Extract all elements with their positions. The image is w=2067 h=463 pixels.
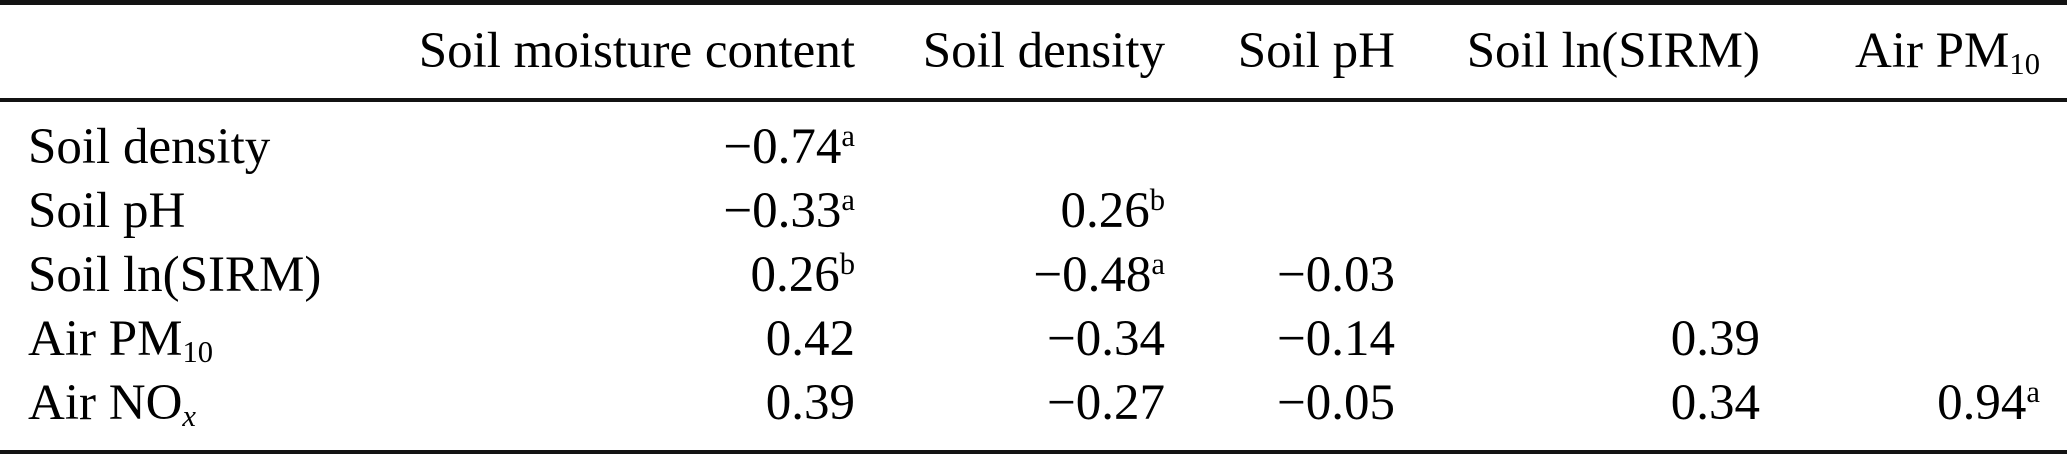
cell-value: 0.26 [1060, 182, 1150, 239]
table-cell: 0.39 [1395, 310, 1760, 367]
column-header-air-pm10: Air PM10 [1760, 23, 2040, 80]
cell-value: −0.48 [1033, 246, 1152, 303]
row-label-air-pm10: Air PM10 [0, 310, 375, 367]
column-header-soil-ln-sirm: Soil ln(SIRM) [1395, 26, 1760, 77]
significance-superscript: b [1149, 182, 1165, 217]
table-row-soil-ln-sirm: Soil ln(SIRM) 0.26b −0.48a −0.03 [0, 243, 2067, 307]
column-header-soil-moisture-content: Soil moisture content [375, 26, 855, 77]
cell-value: −0.14 [1276, 310, 1395, 367]
table-row-soil-ph: Soil pH −0.33a 0.26b [0, 179, 2067, 243]
column-header-soil-density: Soil density [855, 26, 1165, 77]
cell-value: 0.39 [1670, 310, 1760, 367]
cell-value: −0.74 [723, 118, 842, 175]
cell-value: 0.26 [750, 246, 840, 303]
significance-superscript: a [2026, 374, 2040, 409]
table-header-row: Soil moisture content Soil density Soil … [0, 5, 2067, 98]
column-header-label: Soil pH [1237, 23, 1395, 79]
cell-value: −0.03 [1276, 246, 1395, 303]
row-label-subscript: x [182, 398, 196, 433]
row-label-text: Soil pH [28, 182, 186, 239]
significance-superscript: b [839, 246, 855, 281]
row-label-subscript: 10 [182, 334, 214, 369]
table-row-air-nox: Air NOx 0.39 −0.27 −0.05 0.34 0.94a [0, 371, 2067, 435]
cell-value: 0.39 [765, 374, 855, 431]
column-header-label: Air PM [1854, 23, 2010, 79]
cell-value: 0.34 [1670, 374, 1760, 431]
table-row-air-pm10: Air PM10 0.42 −0.34 −0.14 0.39 [0, 307, 2067, 371]
table-cell: 0.34 [1395, 374, 1760, 431]
cell-value: −0.33 [723, 182, 842, 239]
table-cell: −0.34 [855, 310, 1165, 367]
table-cell: −0.05 [1165, 374, 1395, 431]
table-cell: −0.14 [1165, 310, 1395, 367]
table-cell: −0.33a [375, 182, 855, 239]
table-cell: 0.26b [375, 246, 855, 303]
row-label-air-nox: Air NOx [0, 374, 375, 431]
column-header-subscript: 10 [2009, 47, 2040, 82]
significance-superscript: a [1151, 246, 1165, 281]
table-bottom-rule [0, 450, 2067, 454]
column-header-label: Soil moisture content [418, 23, 855, 79]
cell-value: 0.94 [1937, 374, 2027, 431]
table-cell: 0.94a [1760, 374, 2040, 431]
row-label-soil-density: Soil density [0, 118, 375, 175]
table-cell: 0.26b [855, 182, 1165, 239]
cell-value: 0.42 [765, 310, 855, 367]
cell-value: −0.34 [1046, 310, 1165, 367]
table-header-rule [0, 98, 2067, 102]
row-label-soil-ln-sirm: Soil ln(SIRM) [0, 246, 375, 303]
table-cell: 0.42 [375, 310, 855, 367]
table-cell: −0.74a [375, 118, 855, 175]
row-label-text: Soil density [28, 118, 271, 175]
row-label-soil-ph: Soil pH [0, 182, 375, 239]
table-cell: 0.39 [375, 374, 855, 431]
table-cell: −0.48a [855, 246, 1165, 303]
table-body: Soil density −0.74a Soil pH −0.33a 0.26b… [0, 102, 2067, 450]
significance-superscript: a [841, 118, 855, 153]
cell-value: −0.05 [1276, 374, 1395, 431]
table-cell: −0.03 [1165, 246, 1395, 303]
column-header-label: Soil ln(SIRM) [1466, 23, 1760, 79]
table-row-soil-density: Soil density −0.74a [0, 115, 2067, 179]
row-label-text: Air PM [28, 310, 183, 367]
row-label-text: Soil ln(SIRM) [28, 246, 322, 303]
table-cell: −0.27 [855, 374, 1165, 431]
column-header-label: Soil density [922, 23, 1165, 79]
table-top-rule [0, 0, 2067, 5]
row-label-text: Air NO [28, 374, 183, 431]
significance-superscript: a [841, 182, 855, 217]
cell-value: −0.27 [1046, 374, 1165, 431]
column-header-soil-ph: Soil pH [1165, 26, 1395, 77]
